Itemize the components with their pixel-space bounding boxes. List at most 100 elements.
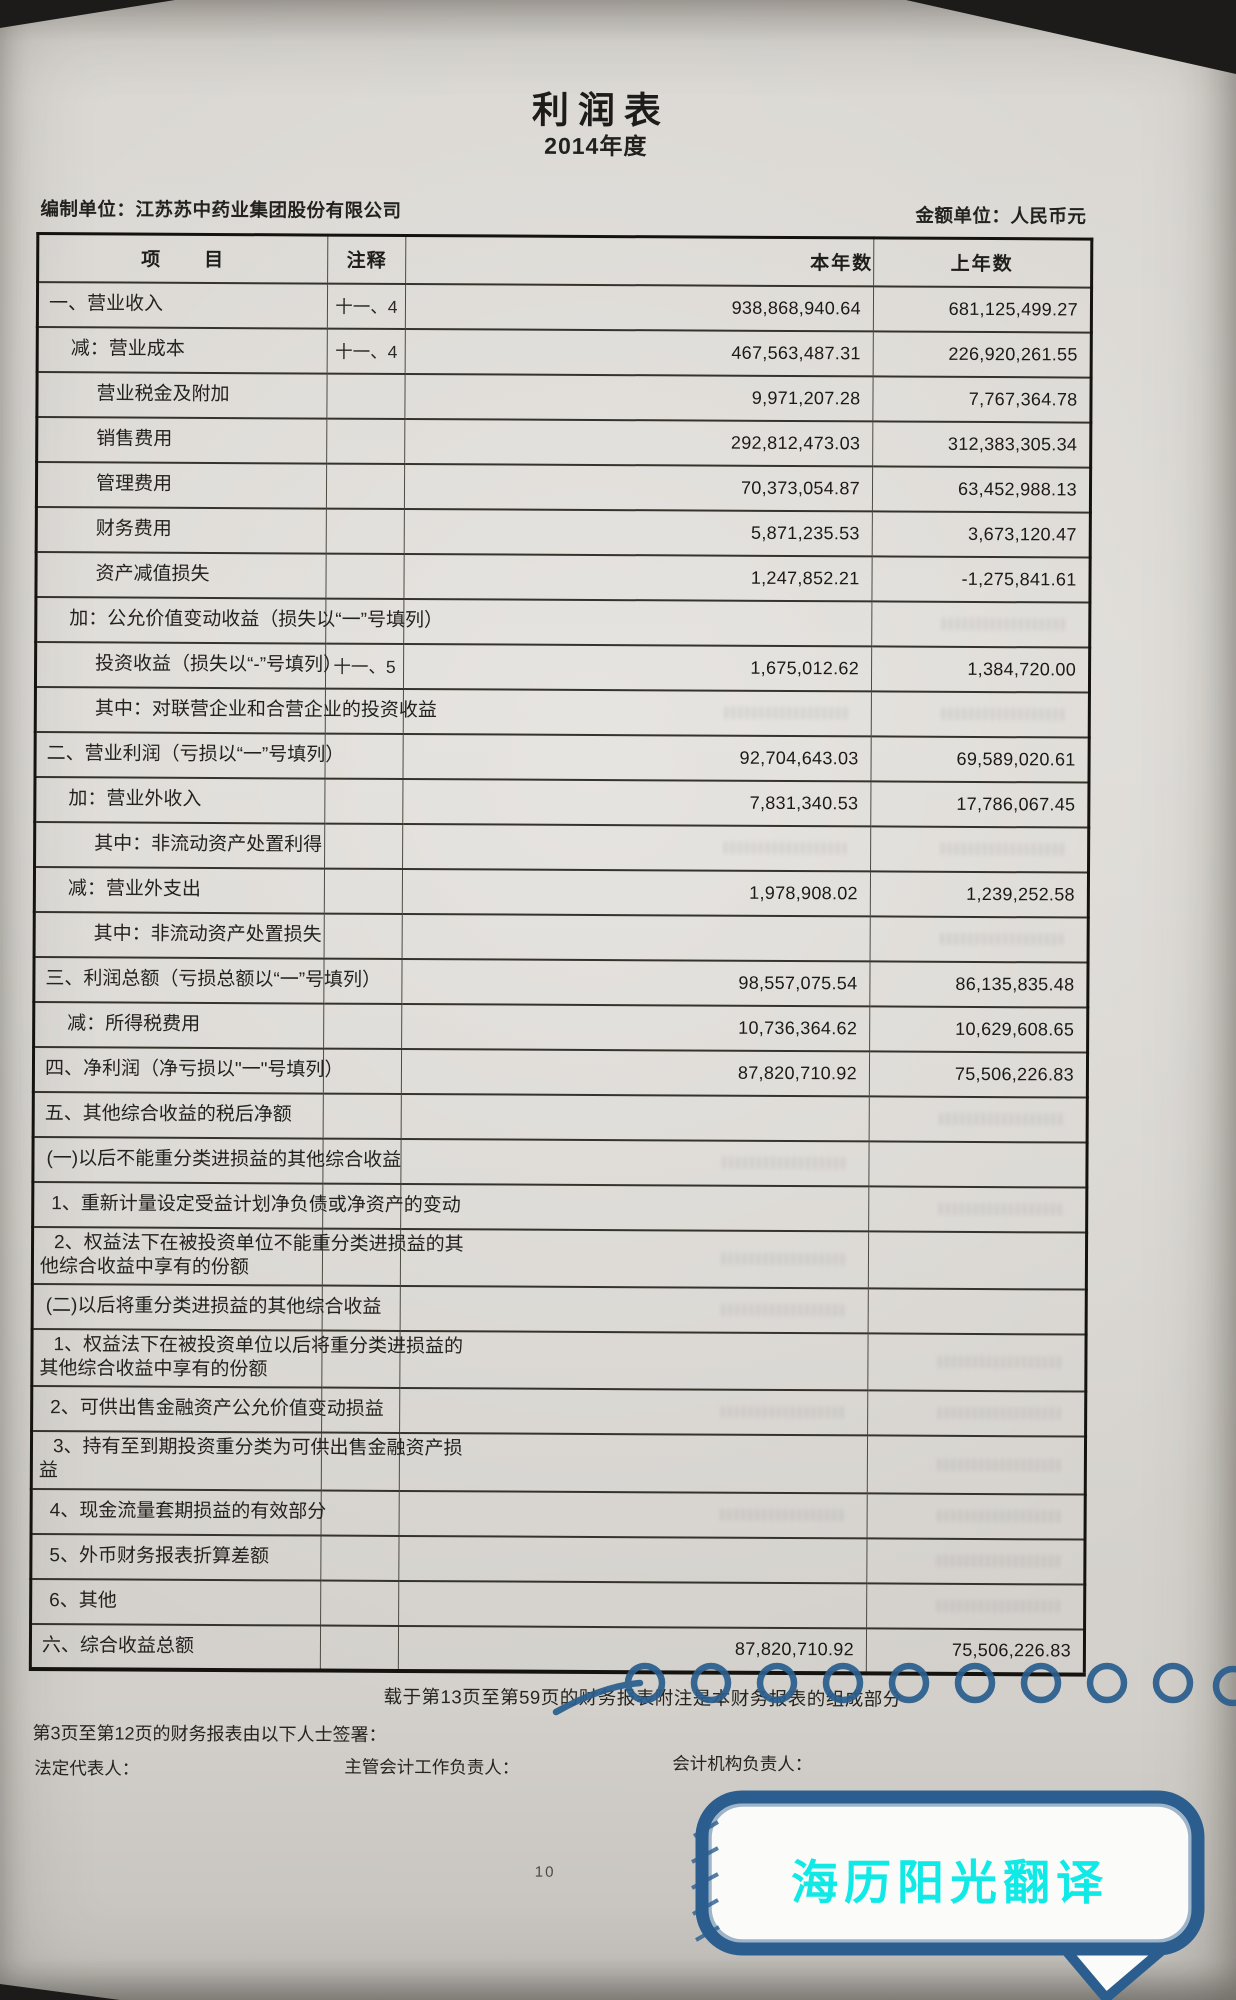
- table-row: 加：营业外收入 7,831,340.53 17,786,067.45: [34, 776, 1089, 828]
- note-cell: 十一、4: [327, 283, 406, 329]
- item-label: 管理费用: [95, 473, 173, 495]
- item-label: 减：营业成本: [70, 338, 185, 360]
- table-row: 加：公允价值变动收益（损失以“一”号填列）: [35, 596, 1090, 648]
- prior-year-cell: [866, 1537, 1086, 1585]
- income-table-body: 一、营业收入 十一、4 938,868,940.64 681,125,499.2…: [30, 281, 1092, 1675]
- table-row: 其中：对联营企业和合营企业的投资收益: [35, 686, 1090, 738]
- prior-year-cell: [867, 1389, 1086, 1437]
- table-header-row: 项 目 注释 本年数 上年数: [37, 233, 1092, 288]
- prior-year-value: 17,786,067.45: [956, 793, 1076, 814]
- prior-year-value: 3,673,120.47: [968, 523, 1077, 544]
- table-row: 五、其他综合收益的税后净额: [33, 1091, 1088, 1143]
- item-cell: (二)以后将重分类进损益的其他综合收益: [32, 1283, 381, 1331]
- table-row: 5、外币财务报表折算差额: [30, 1533, 1086, 1585]
- note-cell: [324, 823, 403, 869]
- item-label: 减：所得税费用: [67, 1013, 201, 1035]
- current-year-cell: [399, 1490, 868, 1538]
- item-cell: 加：营业外收入: [34, 776, 325, 824]
- page-number: 10: [534, 1863, 556, 1881]
- prior-year-cell: 86,135,835.48: [869, 960, 1089, 1008]
- table-row: 减：营业成本 十一、4 467,563,487.31 226,920,261.5…: [37, 326, 1092, 378]
- prior-year-value: 75,506,226.83: [951, 1639, 1071, 1661]
- item-cell: 4、现金流量套期损益的有效部分: [31, 1488, 326, 1536]
- note-cell: [320, 1580, 399, 1626]
- table-row: 其中：非流动资产处置利得: [34, 821, 1089, 873]
- prior-year-value: 1,239,252.58: [966, 883, 1075, 904]
- fiscal-period: 2014年度: [544, 132, 648, 160]
- note-cell: [323, 1093, 402, 1139]
- item-cell: 2、权益法下在被投资单位不能重分类进损益的其他综合收益中享有的份额: [32, 1226, 464, 1286]
- prior-year-cell: [866, 1582, 1085, 1630]
- prior-year-cell: [868, 1140, 1088, 1188]
- item-label: 6、其他: [49, 1590, 117, 1612]
- currency-unit-line: 金额单位：人民币元: [915, 202, 1086, 229]
- note-cell: [321, 1490, 400, 1536]
- item-cell: (一)以后不能重分类进损益的其他综合收益: [32, 1136, 401, 1184]
- prior-year-cell: 10,629,608.65: [869, 1005, 1088, 1053]
- current-year-value: 938,868,940.64: [731, 297, 862, 318]
- item-cell: 六、综合收益总额: [30, 1623, 321, 1671]
- current-year-cell: 292,812,473.03: [404, 418, 873, 466]
- item-cell: 投资收益（损失以“-”号填列）: [35, 641, 342, 689]
- chief-accountant-label: 主管会计工作负责人：: [344, 1756, 520, 1778]
- current-year-cell: [398, 1535, 868, 1583]
- item-cell: 四、净利润（净亏损以"一"号填列）: [33, 1046, 344, 1094]
- item-cell: 五、其他综合收益的税后净额: [33, 1091, 324, 1139]
- table-row: 1、重新计量设定受益计划净负债或净资产的变动: [32, 1181, 1087, 1233]
- prepared-by-company: 江苏苏中药业集团股份有限公司: [135, 198, 402, 221]
- header-prior-year: 上年数: [873, 237, 1092, 288]
- prior-year-cell: 312,383,305.34: [872, 420, 1091, 468]
- current-year-cell: 70,373,054.87: [404, 463, 873, 511]
- table-row: 三、利润总额（亏损总额以“一”号填列） 98,557,075.54 86,135…: [33, 956, 1089, 1008]
- current-year-cell: [402, 913, 871, 961]
- item-label: 销售费用: [96, 428, 173, 450]
- prior-year-value: 7,767,364.78: [968, 388, 1078, 410]
- item-label: 资产减值损失: [95, 563, 210, 585]
- current-year-cell: [400, 1285, 869, 1333]
- table-row: (一)以后不能重分类进损益的其他综合收益: [32, 1136, 1088, 1188]
- current-year-value: 1,247,852.21: [750, 567, 860, 588]
- prior-year-cell: 7,767,364.78: [872, 375, 1092, 423]
- current-year-cell: 1,247,852.21: [403, 553, 873, 601]
- prior-year-cell: 681,125,499.27: [873, 285, 1092, 333]
- prior-year-value: 63,452,988.13: [957, 478, 1078, 500]
- item-label: (一)以后不能重分类进损益的其他综合收益: [46, 1148, 402, 1171]
- current-year-value: 1,978,908.02: [749, 882, 858, 903]
- prior-year-cell: 75,506,226.83: [866, 1627, 1085, 1675]
- prior-year-cell: 3,673,120.47: [872, 510, 1091, 558]
- current-year-value: 10,736,364.62: [738, 1017, 858, 1038]
- note-cell: [326, 463, 405, 509]
- prior-year-cell: [869, 1095, 1088, 1143]
- note-cell: [320, 1625, 399, 1671]
- prepared-by-label: 编制单位：: [40, 198, 136, 220]
- prior-year-cell: [870, 915, 1089, 963]
- current-year-cell: 87,820,710.92: [401, 1048, 870, 1096]
- current-year-cell: [403, 688, 872, 736]
- item-label: 2、权益法下在被投资单位不能重分类进损益的其他综合收益中享有的份额: [39, 1232, 464, 1279]
- note-cell: 十一、4: [327, 328, 406, 374]
- item-label: 五、其他综合收益的税后净额: [44, 1103, 292, 1126]
- current-year-cell: 98,557,075.54: [401, 958, 871, 1006]
- item-cell: 其中：非流动资产处置损失: [34, 911, 325, 959]
- item-label: 六、综合收益总额: [41, 1634, 195, 1657]
- current-year-value: 92,704,643.03: [739, 747, 859, 768]
- table-row: 减：营业外支出 1,978,908.02 1,239,252.58: [34, 866, 1089, 918]
- note-cell: [324, 778, 403, 824]
- note-cell: [323, 1003, 402, 1049]
- item-label: 5、外币财务报表折算差额: [49, 1545, 270, 1568]
- prior-year-value: 86,135,835.48: [955, 973, 1075, 994]
- prior-year-value: 69,589,020.61: [956, 748, 1076, 769]
- item-label: 4、现金流量套期损益的有效部分: [49, 1500, 327, 1523]
- item-cell: 减：所得税费用: [33, 1001, 324, 1049]
- current-year-cell: 9,971,207.28: [404, 373, 874, 421]
- prior-year-cell: [868, 1287, 1087, 1335]
- prior-year-cell: 226,920,261.55: [873, 330, 1092, 378]
- item-cell: 减：营业外支出: [34, 866, 325, 914]
- item-label: 3、持有至到期投资重分类为可供出售金融资产损益: [38, 1435, 463, 1481]
- item-label: 财务费用: [95, 518, 172, 540]
- item-label: 一、营业收入: [48, 293, 164, 315]
- note-cell: [326, 373, 406, 419]
- item-cell: 其中：对联营企业和合营企业的投资收益: [35, 686, 437, 734]
- item-cell: 2、可供出售金融资产公允价值变动损益: [31, 1385, 384, 1433]
